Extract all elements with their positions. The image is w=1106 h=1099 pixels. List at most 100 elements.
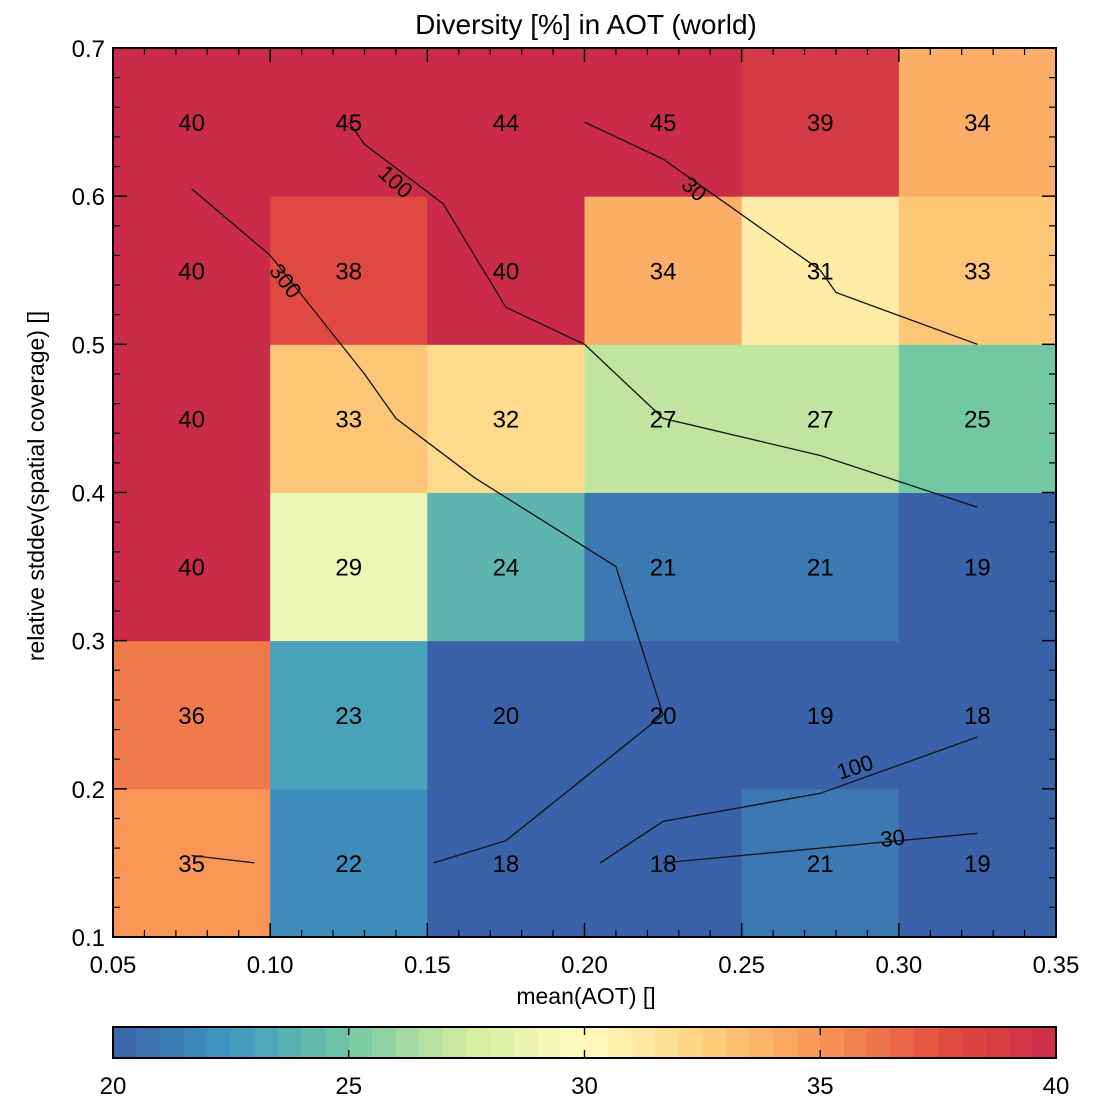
cell-value-label: 18 — [650, 851, 677, 878]
colorbar-tick-label: 40 — [1043, 1073, 1070, 1099]
contour-line — [433, 714, 664, 864]
colorbar-swatch — [395, 1027, 421, 1058]
colorbar-swatch — [961, 1027, 986, 1058]
cell-value-label: 21 — [807, 851, 834, 878]
heatmap-cell — [898, 640, 1057, 790]
colorbar-swatch — [985, 1027, 1010, 1058]
heatmap-cell — [270, 492, 428, 642]
heatmap-cell — [584, 196, 743, 345]
colorbar-swatch — [773, 1027, 798, 1058]
cell-value-label: 27 — [807, 406, 834, 433]
cell-value-label: 23 — [335, 703, 362, 730]
colorbar-swatch — [867, 1027, 892, 1058]
colorbar-swatch — [490, 1027, 515, 1058]
heatmap-cell — [113, 788, 271, 938]
x-tick-label: 0.25 — [718, 952, 765, 979]
contour-line — [191, 188, 664, 715]
colorbar-swatch — [749, 1027, 774, 1058]
heatmap-cell — [898, 344, 1057, 493]
heatmap-cell — [113, 640, 271, 790]
contour-line — [584, 121, 978, 345]
y-tick-label: 0.2 — [72, 777, 105, 804]
cell-value-label: 40 — [178, 555, 205, 582]
colorbar-swatch — [537, 1027, 562, 1058]
heatmap-cell — [427, 492, 585, 642]
colorbar-swatches — [113, 1027, 1057, 1058]
colorbar-swatch — [113, 1027, 138, 1058]
heatmap-cell — [270, 640, 428, 790]
heatmap-cells — [113, 48, 1057, 938]
heatmap-cell — [427, 344, 585, 493]
x-tick-label: 0.35 — [1033, 952, 1080, 979]
cell-value-label: 44 — [493, 110, 520, 137]
colorbar-swatch — [560, 1027, 586, 1058]
colorbar-swatch — [136, 1027, 161, 1058]
x-axis-ticks — [112, 48, 1057, 937]
x-axis-label: mean(AOT) [] — [516, 983, 655, 1009]
colorbar-swatch — [348, 1027, 373, 1058]
cell-value-label: 25 — [964, 406, 991, 433]
heatmap-cell — [270, 788, 428, 938]
cell-value-label: 19 — [964, 851, 991, 878]
x-tick-label: 0.10 — [247, 952, 294, 979]
colorbar-swatch — [890, 1027, 916, 1058]
cell-value-label: 18 — [493, 851, 520, 878]
colorbar-swatch — [372, 1027, 397, 1058]
cell-value-label: 19 — [964, 555, 991, 582]
heatmap-cell — [584, 640, 743, 790]
heatmap-cell — [741, 640, 900, 790]
colorbar-swatch — [796, 1027, 821, 1058]
heatmap-cell — [584, 492, 743, 642]
cell-value-label: 38 — [335, 258, 362, 285]
cell-value-label: 45 — [650, 110, 677, 137]
y-axis-ticks — [113, 47, 1056, 938]
colorbar-tick-label: 25 — [335, 1073, 362, 1099]
cell-value-label: 40 — [178, 258, 205, 285]
colorbar-swatch — [419, 1027, 444, 1058]
contour-line — [348, 121, 978, 508]
y-tick-label: 0.1 — [72, 925, 105, 952]
cell-value-label: 34 — [964, 110, 991, 137]
y-tick-label: 0.7 — [72, 36, 105, 63]
heatmap-cell — [113, 344, 271, 493]
cell-value-label: 20 — [493, 703, 520, 730]
colorbar-swatch — [631, 1027, 656, 1058]
cell-value-label: 40 — [178, 406, 205, 433]
colorbar-swatch — [1008, 1027, 1034, 1058]
cell-value-label: 21 — [650, 555, 677, 582]
cell-value-label: 33 — [964, 258, 991, 285]
cell-value-label: 33 — [335, 406, 362, 433]
cell-value-label: 27 — [650, 406, 677, 433]
cell-value-label: 22 — [335, 851, 362, 878]
heatmap-cell — [741, 788, 900, 938]
contour-lines — [191, 121, 978, 864]
colorbar-swatch — [466, 1027, 491, 1058]
heatmap-cell-labels: 35 22 18 18 21 19 36 23 20 20 19 18 40 29 24 21 21 19 40 33… — [178, 110, 991, 878]
cell-value-label: 45 — [335, 110, 362, 137]
colorbar-swatch — [254, 1027, 279, 1058]
colorbar-swatch — [725, 1027, 751, 1058]
cell-value-label: 32 — [493, 406, 520, 433]
cell-value-label: 20 — [650, 703, 677, 730]
cell-value-label: 24 — [493, 555, 520, 582]
colorbar-swatch — [678, 1027, 703, 1058]
heatmap-cell — [898, 48, 1057, 197]
colorbar-swatch — [207, 1027, 232, 1058]
cell-value-label: 31 — [807, 258, 834, 285]
cell-value-label: 18 — [964, 703, 991, 730]
heatmap-cell — [427, 788, 585, 938]
heatmap-cell — [741, 344, 900, 493]
contour-line — [663, 832, 978, 864]
cell-value-label: 36 — [178, 703, 205, 730]
cell-value-label: 35 — [178, 851, 205, 878]
heatmap-cell — [113, 48, 271, 197]
colorbar-tick-label: 20 — [100, 1073, 127, 1099]
heatmap-cell — [898, 196, 1057, 345]
cell-value-label: 39 — [807, 110, 834, 137]
cell-value-label: 40 — [178, 110, 205, 137]
colorbar-swatch — [938, 1027, 963, 1058]
colorbar-swatch — [301, 1027, 326, 1058]
colorbar-tick-label: 30 — [571, 1073, 598, 1099]
heatmap-cell — [584, 48, 743, 197]
x-axis-tick-labels: 0.05 0.10 0.15 0.20 0.25 0.30 0.35 — [90, 952, 1080, 979]
